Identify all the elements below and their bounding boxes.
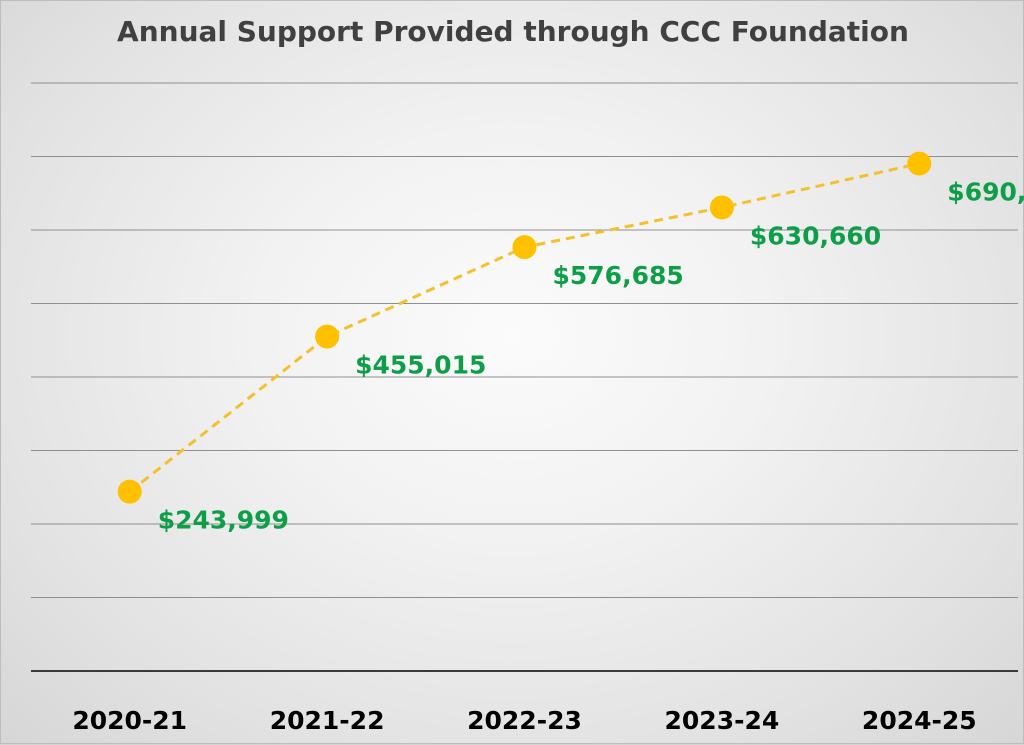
data-point-marker [315, 324, 340, 349]
x-tick-label: 2023-24 [665, 706, 780, 735]
data-label: $630,660 [750, 221, 881, 250]
x-tick-label: 2024-25 [862, 706, 977, 735]
data-label: $690,350 [947, 178, 1024, 207]
data-label: $576,685 [553, 261, 684, 290]
x-tick-label: 2021-22 [270, 706, 385, 735]
series-line [128, 162, 920, 493]
data-labels: $243,999 $455,015 $576,685 $630,660 $690,350 [158, 178, 1024, 535]
x-axis: 2020-21 2021-22 2022-23 2023-24 2024-25 [31, 670, 1018, 735]
data-label: $243,999 [158, 506, 289, 535]
data-point-marker [907, 151, 932, 176]
data-point-marker [512, 235, 537, 260]
chart-title: Annual Support Provided through CCC Foun… [117, 15, 909, 48]
x-tick-label: 2020-21 [72, 706, 187, 735]
x-tick-label: 2022-23 [467, 706, 582, 735]
data-label: $455,015 [355, 351, 486, 380]
gridlines [31, 82, 1018, 598]
data-point-marker [117, 479, 142, 504]
series [117, 151, 932, 504]
data-point-marker [709, 195, 734, 220]
